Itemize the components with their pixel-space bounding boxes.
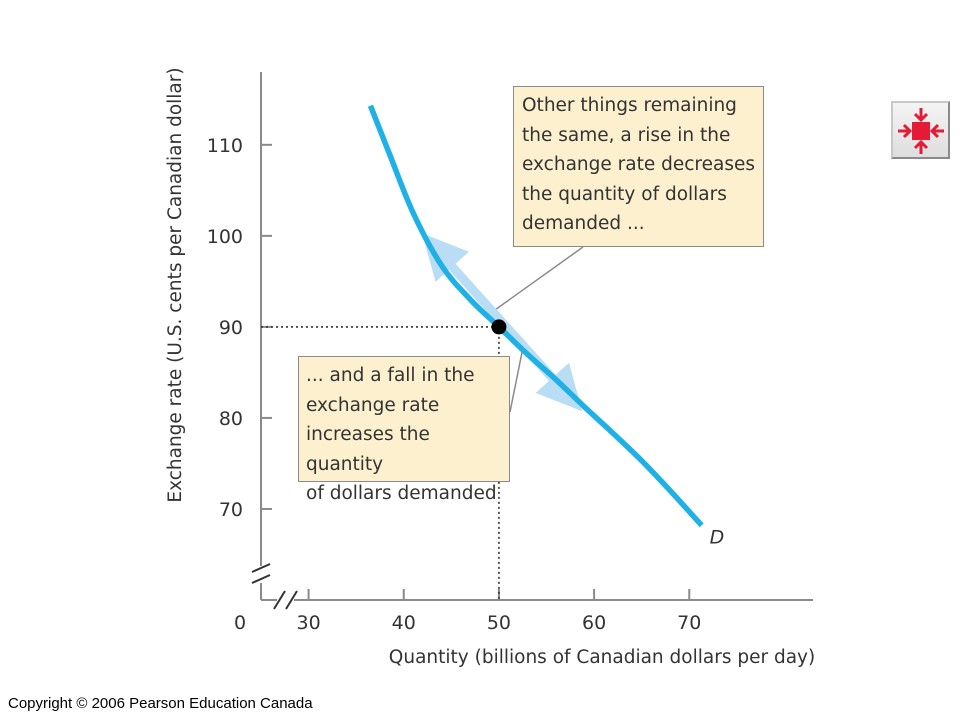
collapse-arrows-icon — [898, 108, 944, 154]
y-tick-label: 110 — [207, 135, 243, 157]
curve-label-d: D — [710, 526, 725, 548]
highlight-point — [491, 319, 507, 335]
x-tick-label: 70 — [677, 612, 701, 634]
y-tick-label: 80 — [219, 408, 243, 430]
y-tick-label: 90 — [219, 317, 243, 339]
y-axis-title: Exchange rate (U.S. cents per Canadian d… — [165, 67, 186, 502]
x-tick-label: 50 — [487, 612, 511, 634]
x-tick-label: 30 — [296, 612, 320, 634]
series-layer: D — [367, 104, 725, 548]
leader-line-top — [493, 246, 584, 312]
demand-curve — [367, 104, 704, 528]
x-tick-label: 60 — [582, 612, 606, 634]
leader-line-bottom — [509, 348, 524, 413]
y-tick-label: 70 — [219, 499, 243, 521]
x-tick-label: 0 — [234, 612, 246, 634]
callout-rise: Other things remaining the same, a rise … — [513, 86, 764, 247]
x-tick-label: 40 — [392, 612, 416, 634]
copyright-notice: Copyright © 2006 Pearson Education Canad… — [8, 695, 313, 712]
collapse-button[interactable] — [891, 101, 950, 159]
callout-fall: ... and a fall in the exchange rate incr… — [298, 356, 510, 504]
y-axis-break — [251, 563, 271, 584]
ticks-layer: 70 80 90 100 110 0 30 40 50 60 70 — [207, 135, 702, 634]
x-axis-title: Quantity (billions of Canadian dollars p… — [389, 647, 815, 668]
x-axis-break — [273, 590, 298, 610]
y-tick-label: 100 — [207, 226, 243, 248]
